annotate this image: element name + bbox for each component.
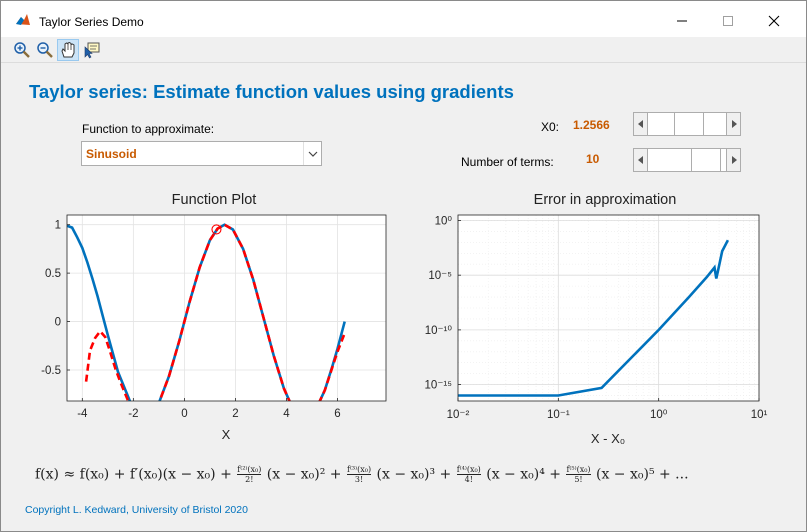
x-tick-label: 6 xyxy=(334,408,340,420)
y-tick-label: 0 xyxy=(55,317,61,329)
error-plot: Error in approximation 10⁻² 10⁻¹ 10⁰ 10¹ 10⁰… xyxy=(425,192,768,446)
figure-toolbar xyxy=(1,37,806,63)
x0-label: X0: xyxy=(541,120,560,134)
error-plot-xlabel: X - X₀ xyxy=(591,431,625,446)
zoom-in-button[interactable] xyxy=(11,39,33,61)
taylor-formula: f(x) ≈ f(x₀) + f′(x₀)(x − x₀) + f⁽²⁾(x₀)… xyxy=(35,465,689,484)
function-label: Function to approximate: xyxy=(82,122,215,136)
pan-hand-icon xyxy=(61,41,75,58)
function-dropdown[interactable]: Sinusoid xyxy=(81,141,322,166)
minimize-button[interactable] xyxy=(659,7,705,35)
error-plot-frame xyxy=(457,214,760,402)
zoom-in-icon xyxy=(14,42,30,58)
y-tick-label: 10⁻⁵ xyxy=(428,270,452,282)
terms-value: 10 xyxy=(586,152,600,166)
formula-part: (x − x₀)³ + xyxy=(376,466,452,483)
formula-fraction: f⁽³⁾(x₀) 3! xyxy=(347,465,372,484)
y-tick-label: 1 xyxy=(55,220,61,232)
close-button[interactable] xyxy=(751,7,797,35)
y-tick-label: -0.5 xyxy=(41,365,61,377)
x-tick-label: 10⁻² xyxy=(447,409,470,421)
x-tick-label: 10⁰ xyxy=(650,409,668,421)
error-plot-grid xyxy=(457,215,760,401)
window-title: Taylor Series Demo xyxy=(39,15,144,29)
error-plot-ticks: 10⁻² 10⁻¹ 10⁰ 10¹ 10⁰ 10⁻⁵ 10⁻¹⁰ 10⁻¹⁵ xyxy=(425,215,768,421)
title-bar: Taylor Series Demo xyxy=(1,1,806,37)
x-tick-label: -2 xyxy=(128,408,138,420)
formula-fraction: f⁽⁴⁾(x₀) 4! xyxy=(456,465,481,484)
formula-part: (x − x₀)⁴ + xyxy=(486,466,562,483)
x0-slider[interactable] xyxy=(633,112,741,136)
function-plot-ticks: -4 -2 0 2 4 6 1 0.5 0 -0.5 xyxy=(41,220,341,420)
series-line-error xyxy=(458,239,730,397)
x-tick-label: 4 xyxy=(283,408,290,420)
zoom-out-icon xyxy=(37,42,53,58)
error-plot-title: Error in approximation xyxy=(534,192,677,208)
x-tick-label: -4 xyxy=(77,408,88,420)
data-cursor-button[interactable] xyxy=(81,39,103,61)
y-tick-label: 10⁻¹⁰ xyxy=(425,325,453,337)
slider-left-arrow-icon[interactable] xyxy=(634,149,648,171)
function-plot-title: Function Plot xyxy=(172,192,257,208)
series-line-approximation xyxy=(84,223,346,401)
formula-part: f(x) ≈ f(x₀) + f′(x₀)(x − x₀) + xyxy=(35,466,232,483)
slider-right-arrow-icon[interactable] xyxy=(726,149,740,171)
function-plot-grid xyxy=(67,215,386,401)
minimize-icon xyxy=(677,20,687,22)
x0-marker xyxy=(211,224,222,235)
formula-part: (x − x₀)² + xyxy=(266,466,342,483)
function-plot-frame xyxy=(66,214,387,402)
function-dropdown-value: Sinusoid xyxy=(86,147,137,161)
maximize-icon xyxy=(723,16,733,26)
function-plot: Function Plot -4 -2 0 2 4 6 1 0.5 0 -0.5 X xyxy=(41,192,387,442)
chevron-down-icon xyxy=(303,142,321,165)
x-tick-label: 10¹ xyxy=(751,409,768,421)
data-cursor-icon xyxy=(84,42,100,59)
function-plot-series xyxy=(67,223,346,401)
x-tick-label: 10⁻¹ xyxy=(547,409,570,421)
x0-slider-thumb[interactable] xyxy=(674,113,705,135)
y-tick-label: 10⁰ xyxy=(435,215,453,227)
matlab-icon xyxy=(16,14,30,25)
copyright-text: Copyright L. Kedward, University of Bris… xyxy=(25,504,248,516)
page-title: Taylor series: Estimate function values … xyxy=(29,81,514,102)
error-plot-series xyxy=(458,239,730,397)
y-tick-label: 0.5 xyxy=(45,268,61,280)
close-icon xyxy=(768,15,780,27)
zoom-out-button[interactable] xyxy=(34,39,56,61)
x-tick-label: 2 xyxy=(232,408,238,420)
terms-label: Number of terms: xyxy=(461,155,554,169)
slider-left-arrow-icon[interactable] xyxy=(634,113,648,135)
formula-fraction: f⁽⁵⁾(x₀) 5! xyxy=(566,465,591,484)
y-tick-label: 10⁻¹⁵ xyxy=(425,380,453,392)
terms-slider[interactable] xyxy=(633,148,741,172)
pan-button[interactable] xyxy=(57,39,79,61)
function-plot-xlabel: X xyxy=(222,427,231,442)
formula-part: (x − x₀)⁵ + ... xyxy=(595,466,689,483)
function-plot-area xyxy=(67,215,386,401)
slider-right-arrow-icon[interactable] xyxy=(726,113,740,135)
maximize-button[interactable] xyxy=(705,7,751,35)
formula-fraction: f⁽²⁾(x₀) 2! xyxy=(237,465,262,484)
app-content: Taylor series: Estimate function values … xyxy=(1,63,806,531)
terms-slider-thumb[interactable] xyxy=(691,149,722,171)
x0-value: 1.2566 xyxy=(573,118,610,132)
x-tick-label: 0 xyxy=(181,408,187,420)
